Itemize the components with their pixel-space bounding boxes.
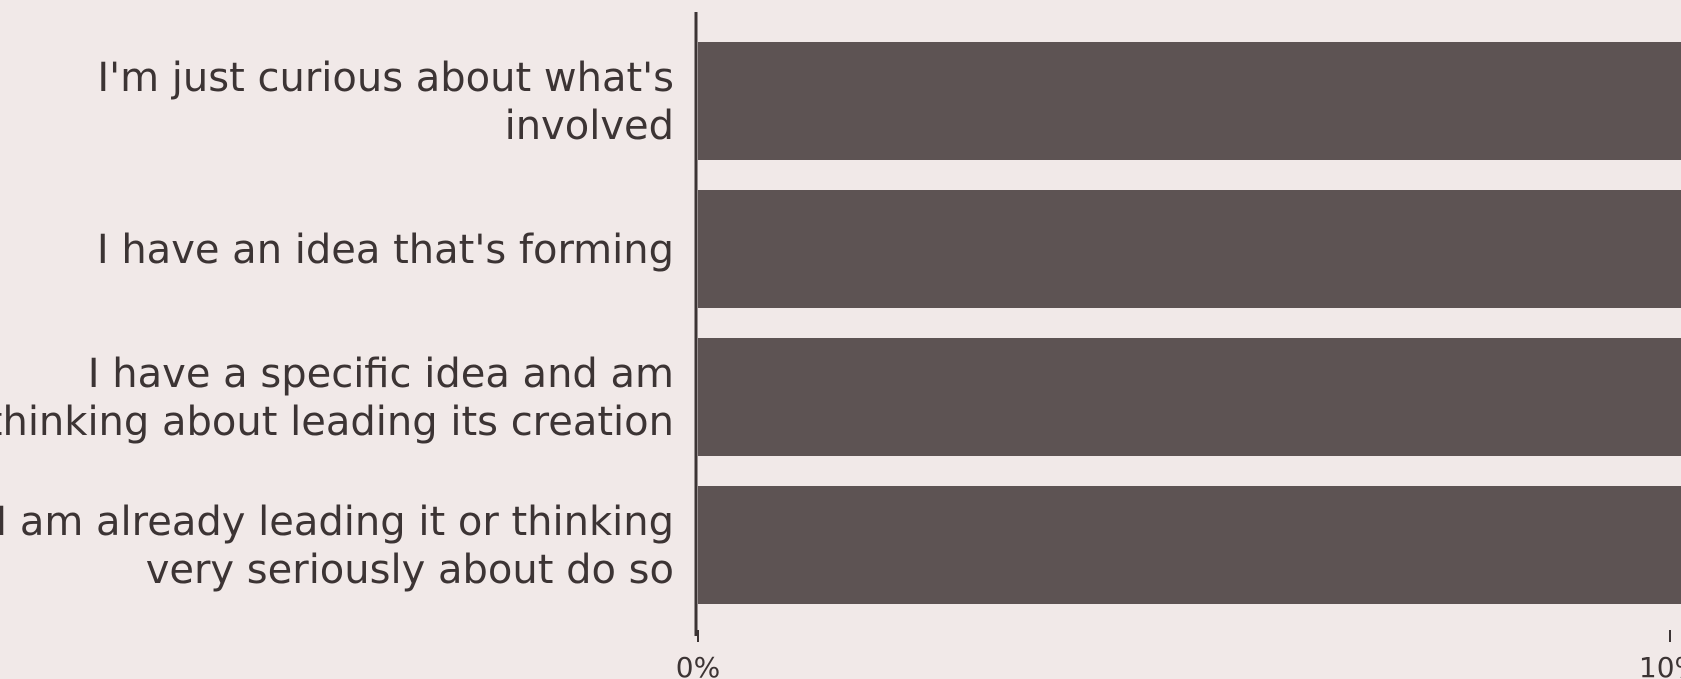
category-label-4-line-1: I am already leading it or thinking [0, 499, 674, 545]
category-label-3-line-1: I have a specific idea and am [88, 351, 674, 397]
bar-2 [698, 190, 1681, 308]
bars-layer: 41%22%20%17% [698, 42, 1681, 604]
bar-1 [698, 42, 1681, 160]
bar-3 [698, 338, 1681, 456]
x-tick-label-2: 10% [1639, 651, 1681, 679]
category-label-3-line-2: thinking about leading its creation [0, 399, 674, 445]
x-axis-ticks: 0%10%20%30%40% [676, 630, 1681, 679]
category-label-1-line-1: I'm just curious about what's [97, 55, 674, 101]
category-label-4-line-2: very seriously about do so [146, 547, 674, 593]
category-label-2-line-1: I have an idea that's forming [97, 227, 674, 273]
x-tick-label-1: 0% [676, 651, 720, 679]
bar-4 [698, 486, 1681, 604]
category-label-1-line-2: involved [505, 103, 674, 149]
